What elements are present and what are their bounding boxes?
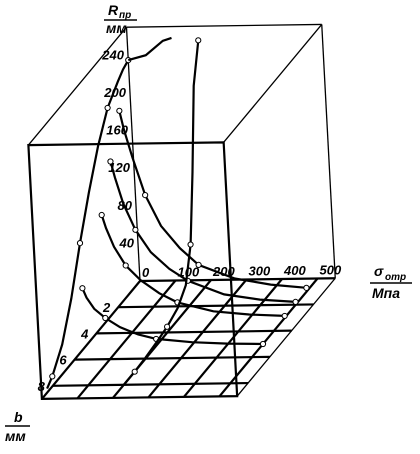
y-tick-label: 4 <box>80 326 89 341</box>
grid-line-sigma <box>147 278 248 399</box>
base-grid <box>41 277 336 400</box>
box-edge <box>27 26 127 146</box>
x-tick-label: 0 <box>142 265 150 280</box>
box-edge <box>125 27 141 282</box>
surface-ridge <box>128 36 172 62</box>
data-point <box>303 284 310 291</box>
x-tick-label: 200 <box>212 264 235 279</box>
data-point <box>187 241 194 248</box>
z-tick-label: 160 <box>106 123 128 138</box>
x-axis-title: σ отр Мпа <box>370 263 412 301</box>
data-point <box>195 37 202 44</box>
curve-b-1 <box>118 110 307 289</box>
curve-sigma-200 <box>122 40 200 386</box>
grid-line-sigma <box>218 277 319 398</box>
z-tick-label: 240 <box>101 47 124 62</box>
y-tick-label: 2 <box>102 300 111 315</box>
y-tick-label: 6 <box>59 353 67 368</box>
front-frame <box>27 141 239 401</box>
curve-sigma-0 <box>46 59 130 390</box>
z-tick-label: 120 <box>108 160 130 175</box>
x-axis-label-sub: отр <box>385 272 406 283</box>
z-tick-label: 80 <box>118 198 133 213</box>
x-axis-label: σ <box>374 263 384 279</box>
data-point <box>116 107 123 114</box>
curve-b-5 <box>81 287 264 346</box>
box-edge <box>126 23 322 28</box>
data-point <box>132 226 139 233</box>
z-axis-label: R <box>108 2 119 18</box>
curve-b-3 <box>100 214 285 317</box>
data-point <box>259 340 267 348</box>
z-axis-label-sub: пр <box>119 10 131 21</box>
data-point <box>79 285 86 292</box>
data-point <box>281 312 288 320</box>
z-axis-unit: мм <box>106 20 127 36</box>
grid-line-b <box>96 329 292 335</box>
grid-line-b <box>118 303 314 309</box>
box-edge <box>236 277 336 397</box>
x-axis-unit: Мпа <box>372 285 400 301</box>
grid-line-b <box>74 355 270 361</box>
grid-line-sigma <box>76 279 177 400</box>
data-point <box>102 314 109 322</box>
x-tick-label: 100 <box>178 265 200 280</box>
data-point <box>292 298 299 305</box>
box-edge <box>223 24 323 143</box>
data-point <box>195 261 202 268</box>
data-point <box>76 240 84 247</box>
box-edge <box>321 24 336 279</box>
y-tick-label: 8 <box>38 379 46 394</box>
y-axis-unit: мм <box>5 428 26 444</box>
y-axis-label: b <box>14 409 23 425</box>
z-axis-title: R пр мм <box>104 2 137 36</box>
data-point <box>164 323 171 330</box>
x-tick-label: 400 <box>283 263 306 278</box>
data-point <box>104 104 111 112</box>
grid-line-sigma <box>41 280 141 400</box>
data-point <box>122 262 129 269</box>
data-point <box>49 373 56 380</box>
data-point <box>131 368 138 375</box>
x-tick-label: 500 <box>320 263 342 278</box>
data-point <box>107 158 114 165</box>
data-point <box>98 211 105 219</box>
bounding-box <box>27 23 336 401</box>
curve-b-2 <box>109 161 296 303</box>
x-tick-label: 300 <box>249 264 271 279</box>
y-axis-title: b мм <box>5 409 30 444</box>
grid-line-b <box>52 381 249 387</box>
surface-curves <box>46 36 310 390</box>
z-tick-label: 40 <box>119 235 135 250</box>
grid-line-sigma <box>183 278 283 398</box>
data-point <box>142 192 149 199</box>
z-tick-label: 200 <box>103 85 126 100</box>
